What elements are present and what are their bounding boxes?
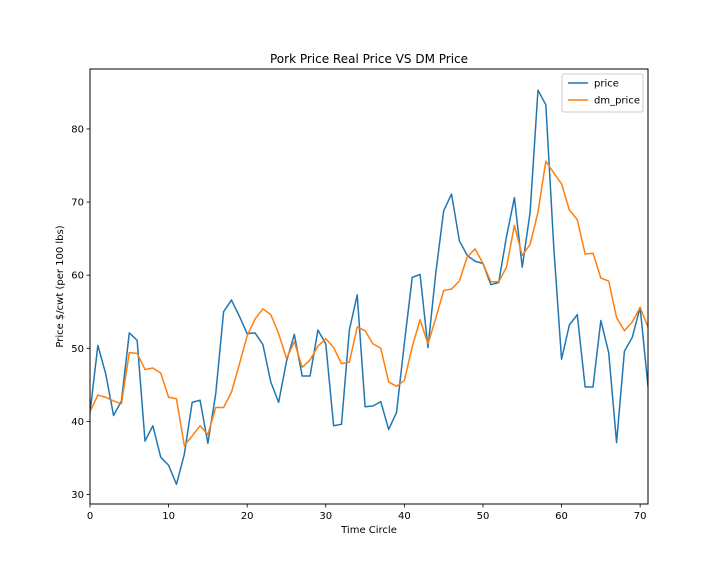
y-tick-label: 40 [71, 417, 84, 428]
y-tick-label: 60 [71, 271, 84, 282]
x-tick-label: 50 [477, 511, 490, 522]
x-tick-label: 20 [241, 511, 254, 522]
y-axis-label: Price $/cwt (per 100 lbs) [55, 225, 66, 347]
x-tick-label: 40 [398, 511, 411, 522]
y-tick-label: 70 [71, 198, 84, 209]
x-tick-label: 70 [634, 511, 647, 522]
legend: price dm_price [561, 73, 644, 113]
x-tick-label: 0 [87, 511, 93, 522]
series-line-dm-price [90, 160, 648, 447]
legend-label-price: price [594, 79, 619, 90]
y-tick-label: 30 [71, 490, 84, 501]
x-tick-label: 60 [555, 511, 568, 522]
x-axis: 0 10 20 30 40 50 60 70 [87, 504, 647, 522]
x-tick-label: 10 [162, 511, 175, 522]
x-axis-label: Time Circle [340, 525, 397, 536]
series-layer [90, 89, 648, 486]
legend-label-dm-price: dm_price [594, 96, 640, 107]
series-line-price [90, 89, 648, 486]
plot-frame [89, 68, 649, 505]
chart-title: Pork Price Real Price VS DM Price [270, 52, 468, 66]
y-tick-label: 50 [71, 344, 84, 355]
y-tick-label: 80 [71, 124, 84, 135]
x-tick-label: 30 [319, 511, 332, 522]
y-axis: 30 40 50 60 70 80 [71, 124, 90, 501]
